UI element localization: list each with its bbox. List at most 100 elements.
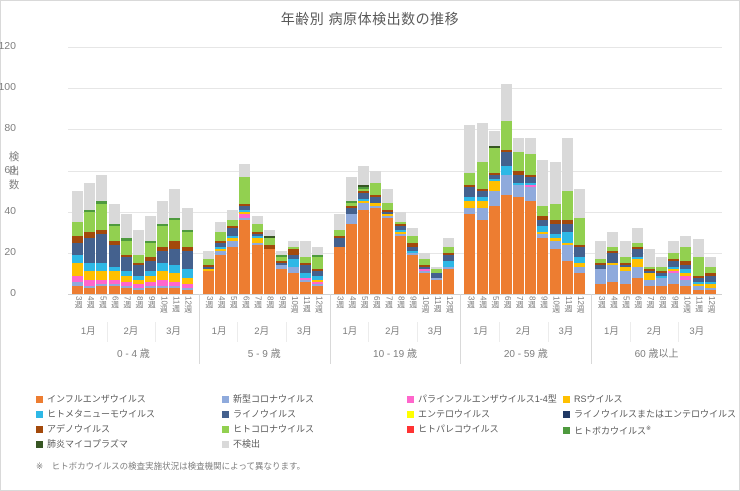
bar-stack[interactable] (157, 201, 169, 294)
legend-item[interactable]: ライノウイルスまたはエンテロウイルス (563, 409, 736, 420)
bar-stack[interactable] (464, 125, 476, 294)
bar-stack[interactable] (704, 257, 716, 294)
bar-stack[interactable] (549, 162, 561, 294)
legend-item[interactable]: RSウイルス (563, 394, 623, 405)
legend-item[interactable]: ヒトパレコウイルス (407, 424, 499, 435)
legend-item[interactable]: ヒトボカウイルス※ (563, 424, 651, 437)
bar-stack[interactable] (84, 182, 96, 294)
bar-stack[interactable] (181, 207, 193, 294)
bar-stack[interactable] (345, 176, 357, 294)
bar-stack[interactable] (561, 137, 573, 294)
bar-segment (513, 182, 525, 185)
bar-stack[interactable] (370, 170, 382, 294)
bar-stack[interactable] (263, 230, 275, 294)
bar-stack[interactable] (607, 232, 619, 294)
x-tick-week-label: 5週 (98, 296, 108, 309)
legend-color-swatch (222, 426, 229, 433)
legend-item[interactable]: ヒトコロナウイルス (222, 424, 314, 435)
bar-stack[interactable] (656, 257, 668, 294)
legend-item[interactable]: エンテロウイルス (407, 409, 490, 420)
bar-segment (549, 162, 561, 204)
bar-segment (96, 283, 108, 286)
x-tick-week-label: 4週 (478, 296, 488, 309)
bar-stack[interactable] (96, 174, 108, 294)
bar-stack[interactable] (251, 215, 263, 294)
bar-stack[interactable] (643, 248, 655, 294)
x-axis-month-label: 3月 (427, 326, 443, 337)
bar-stack[interactable] (288, 240, 300, 294)
bar-stack[interactable] (145, 215, 157, 294)
bar-stack[interactable] (120, 213, 132, 294)
bar-stack[interactable] (169, 189, 181, 294)
legend-item[interactable]: パラインフルエンザウイルス1-4型 (407, 394, 557, 405)
bar-stack[interactable] (619, 240, 631, 294)
bar-segment (132, 289, 144, 294)
bar-stack[interactable] (692, 238, 704, 294)
bar-segment (692, 281, 704, 284)
bar-segment (476, 189, 488, 192)
bar-stack[interactable] (382, 189, 394, 294)
bar-segment (561, 191, 573, 220)
bar-stack[interactable] (202, 250, 214, 294)
bar-segment (333, 230, 345, 237)
bar-segment (561, 244, 573, 262)
bar-stack[interactable] (239, 164, 251, 294)
legend-item[interactable]: インフルエンザウイルス (36, 394, 146, 405)
bar-stack[interactable] (132, 230, 144, 294)
bar-stack[interactable] (333, 213, 345, 294)
bar-stack[interactable] (72, 191, 83, 294)
bar-segment (513, 137, 525, 153)
bar-series-container (68, 47, 722, 294)
bar-segment (169, 273, 181, 282)
bar-stack[interactable] (357, 166, 369, 294)
bar-stack[interactable] (227, 209, 239, 294)
bar-stack[interactable] (214, 222, 226, 294)
bar-stack[interactable] (406, 228, 418, 294)
legend-item[interactable]: ヒトメタニューモウイルス (36, 409, 155, 420)
month-separator (678, 322, 680, 342)
bar-stack[interactable] (631, 228, 643, 294)
y-tick-label: 0 (10, 287, 16, 299)
bar-stack[interactable] (431, 267, 443, 294)
bar-stack[interactable] (443, 238, 455, 294)
bar-stack[interactable] (476, 123, 488, 294)
bar-segment (132, 263, 144, 266)
month-separator (368, 322, 370, 342)
legend-item[interactable]: 不検出 (222, 439, 260, 450)
bar-segment (108, 203, 120, 225)
bar-stack[interactable] (312, 246, 324, 294)
bar-segment (656, 271, 668, 274)
bar-segment (300, 277, 312, 280)
x-tick-week-label: 5週 (359, 296, 369, 309)
legend-item[interactable]: アデノウイルス (36, 424, 110, 435)
bar-stack[interactable] (574, 189, 586, 294)
x-axis-month-label: 2月 (646, 326, 662, 337)
bar-stack[interactable] (275, 250, 287, 294)
bar-stack[interactable] (418, 252, 430, 294)
bar-stack[interactable] (525, 137, 537, 294)
bar-stack[interactable] (500, 84, 512, 294)
bar-stack[interactable] (488, 131, 500, 294)
legend-item[interactable]: 新型コロナウイルス (222, 394, 314, 405)
bar-segment (108, 226, 120, 241)
bar-stack[interactable] (108, 203, 120, 294)
legend-label: エンテロウイルス (418, 409, 491, 419)
bar-segment (157, 246, 169, 251)
bar-stack[interactable] (537, 160, 549, 294)
legend-item[interactable]: 肺炎マイコプラズマ (36, 439, 128, 450)
bar-segment (72, 285, 83, 294)
bar-segment (181, 232, 193, 247)
bar-segment (574, 244, 586, 247)
bar-segment (382, 203, 394, 210)
bar-stack[interactable] (300, 240, 312, 294)
bar-stack[interactable] (394, 211, 406, 294)
bar-segment (500, 195, 512, 294)
bar-stack[interactable] (595, 240, 607, 294)
bar-segment (202, 267, 214, 270)
bar-stack[interactable] (680, 236, 692, 294)
bar-stack[interactable] (668, 240, 680, 294)
bar-stack[interactable] (513, 137, 525, 294)
legend-item[interactable]: ライノウイルス (222, 409, 296, 420)
age-group-separator (591, 294, 593, 364)
legend-label: RSウイルス (574, 394, 623, 404)
